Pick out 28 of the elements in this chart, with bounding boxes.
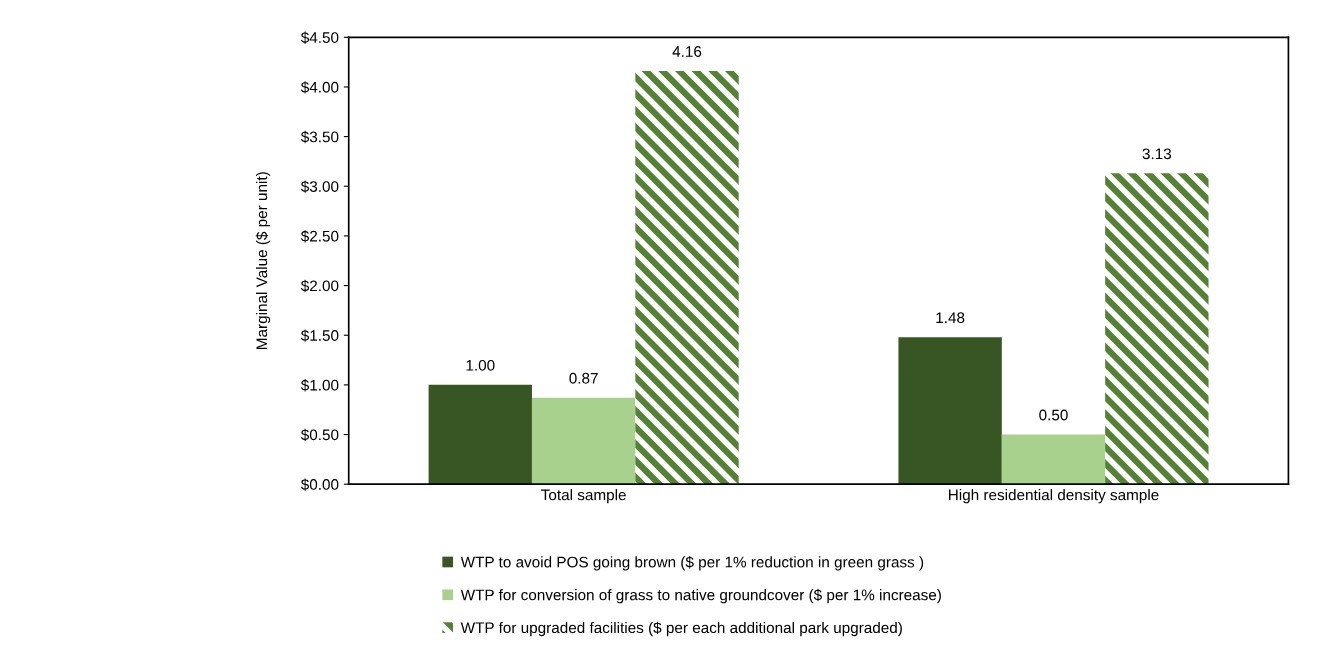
data-label: 4.16	[672, 46, 702, 57]
bar	[1105, 173, 1209, 485]
data-label: 1.48	[936, 312, 965, 324]
y-tick-label: $2.50	[300, 230, 339, 243]
y-tick-label: $1.00	[300, 379, 339, 392]
y-tick-label: $4.50	[300, 31, 339, 44]
bar	[898, 337, 1002, 485]
y-tick-label: $1.50	[300, 329, 339, 342]
bar	[531, 397, 636, 485]
legend-label: WTP for conversion of grass to native groundcover ($ per 1% increase)	[460, 588, 941, 604]
legend-label: WTP to avoid POS going brown ($ per 1% reduction in green grass )	[460, 556, 924, 571]
y-tick-label: $3.50	[300, 130, 339, 144]
bar	[1001, 434, 1106, 485]
data-label: 0.50	[1039, 409, 1068, 421]
data-label: 1.00	[466, 359, 495, 371]
y-tick-label: $3.00	[300, 180, 339, 193]
y-tick-label: $2.00	[300, 279, 339, 293]
bar	[635, 71, 739, 485]
x-tick-label: Total sample	[541, 489, 626, 504]
x-tick-label: High residential density sample	[949, 489, 1159, 504]
y-tick-label: $0.00	[300, 478, 339, 491]
bar	[428, 384, 532, 485]
y-tick-label: $0.50	[300, 428, 339, 442]
y-axis-title: Marginal Value ($ per unit)	[255, 172, 271, 349]
data-label: 0.87	[569, 372, 598, 384]
y-tick-label: $4.00	[300, 81, 339, 94]
legend-label: WTP for upgraded facilities ($ per each additional park upgraded)	[460, 621, 902, 637]
data-label: 3.13	[1142, 148, 1172, 160]
